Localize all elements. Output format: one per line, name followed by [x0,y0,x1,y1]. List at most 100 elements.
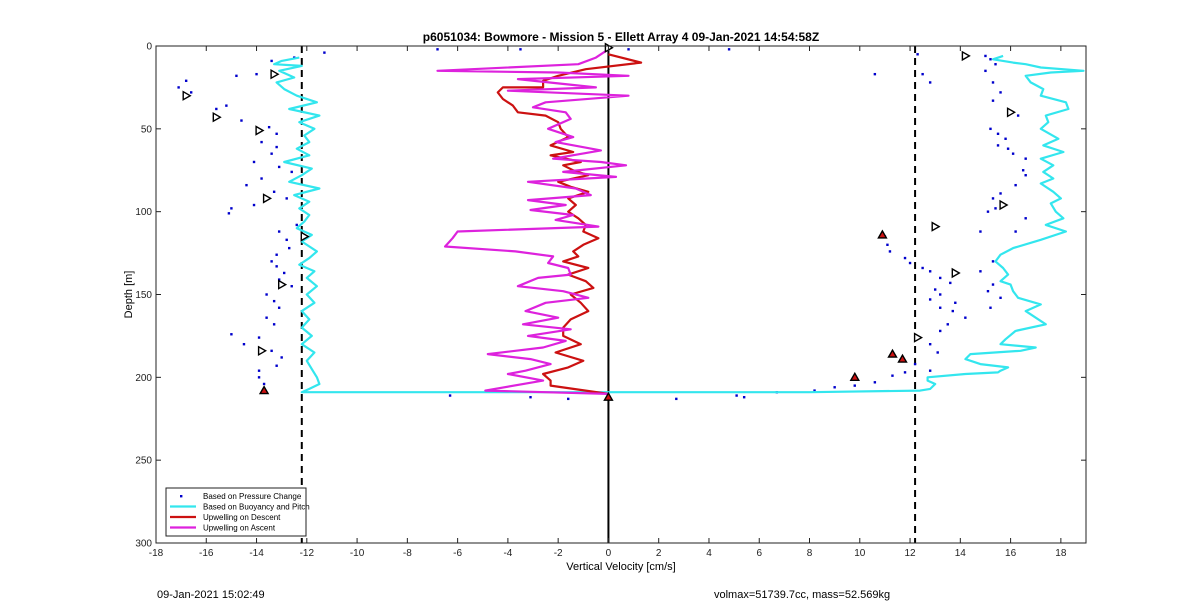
x-tick-label: -10 [350,548,365,559]
pressure-change-point [245,183,248,187]
pressure-change-point [272,299,276,303]
x-tick-label: 18 [1055,548,1067,559]
pressure-change-point [285,238,288,242]
pressure-change-point [275,253,278,256]
pressure-change-point [996,144,1000,147]
x-axis-label: Vertical Velocity [cm/s] [566,561,675,573]
pressure-change-point [184,79,188,82]
pressure-change-point [903,371,907,374]
pressure-change-point [270,349,273,353]
descent-marker [849,371,861,381]
pressure-change-point [277,230,281,233]
pressure-change-point [270,260,273,263]
pressure-change-point [913,362,917,366]
pressure-change-point [939,306,942,309]
pressure-change-point [262,382,266,386]
pressure-change-point [989,58,992,61]
pressure-change-point [873,72,877,76]
x-tick-label: 8 [807,548,813,559]
pressure-change-point [285,197,288,200]
legend-entry: Upwelling on Descent [203,513,281,522]
x-tick-label: -8 [403,548,412,559]
ascent-marker [257,345,268,357]
pressure-change-point [996,132,1000,136]
x-tick-label: 12 [904,548,916,559]
pressure-change-point [252,160,256,164]
pressure-change-point [1011,152,1015,155]
axes: -18 -16 -14 -12 -10 -8 -6 -4 -2 0 2 4 6 8 10 12 14 16 18 0 5… [135,42,1086,559]
pressure-change-point [891,374,894,377]
pressure-change-point [916,53,919,56]
pressure-change-point [939,293,942,296]
pressure-change-point [921,72,924,76]
pressure-change-point [979,270,982,273]
pressure-change-point [275,364,278,367]
y-axis-label: Depth [m] [123,271,135,319]
pressure-change-point [1016,114,1020,117]
pressure-change-point [275,145,278,149]
pressure-change-point [295,223,298,227]
ascent-marker [961,50,971,62]
pressure-change-point [242,343,246,346]
pressure-change-point [999,91,1002,94]
pressure-change-point [928,369,932,372]
ascent-marker [300,231,310,242]
pressure-change-point [265,316,268,319]
pressure-change-point [277,306,281,309]
pressure-change-point [813,389,816,392]
x-tick-label: 14 [955,548,967,559]
pressure-change-point [448,394,452,397]
pressure-change-point [984,54,987,58]
descent-marker [877,229,888,239]
pressure-change-point [189,91,193,94]
pressure-change-point [991,81,995,84]
pressure-change-point [1014,230,1017,233]
y-tick-label: 200 [135,373,152,384]
pressure-change-point [1021,169,1025,172]
pressure-change-point [230,207,233,210]
pressure-change-point [675,397,678,401]
footer-volmax-mass: volmax=51739.7cc, mass=52.569kg [714,589,891,601]
pressure-change-point [252,203,256,207]
pressure-change-point [1004,137,1007,140]
chart-title: p6051034: Bowmore - Mission 5 - Ellett A… [423,30,819,44]
pressure-change-point [928,270,932,273]
pressure-change-point [921,266,924,270]
pressure-change-point [1024,174,1027,177]
x-tick-label: 4 [706,548,712,559]
pressure-change-point [928,81,932,84]
pressure-change-point [999,192,1002,195]
x-tick-label: -18 [149,548,164,559]
pressure-change-point [989,306,992,309]
pressure-change-point [994,63,997,66]
pressure-change-point [277,278,281,281]
x-tick-label: -6 [453,548,462,559]
pressure-change-point [994,207,997,210]
pressure-change-point [936,351,939,354]
pressure-change-point [986,289,990,293]
based-on-buoyancy-and-pitch-line [273,54,1085,394]
y-tick-label: 300 [135,539,152,550]
pressure-change-point [275,265,278,268]
pressure-change-point [873,381,877,384]
pressure-change-point [272,190,276,193]
ascent-marker [262,193,273,204]
pressure-change-point [991,260,995,263]
pressure-change-point [215,107,218,111]
pressure-change-point [267,125,271,129]
x-tick-label: 16 [1005,548,1017,559]
pressure-change-point [177,86,180,89]
pressure-change-point [265,293,268,296]
upwelling-on-descent-line [496,53,643,395]
legend-swatch [180,495,183,498]
pressure-change-point [323,51,326,54]
x-tick-label: -14 [249,548,264,559]
pressure-change-point [1024,217,1027,220]
upwelling-on-ascent-line [436,48,630,395]
pressure-change-point [260,177,263,180]
pressure-change-point [1006,147,1010,150]
ascent-marker [1006,107,1017,118]
x-tick-label: 2 [656,548,662,559]
pressure-change-point [946,323,949,326]
